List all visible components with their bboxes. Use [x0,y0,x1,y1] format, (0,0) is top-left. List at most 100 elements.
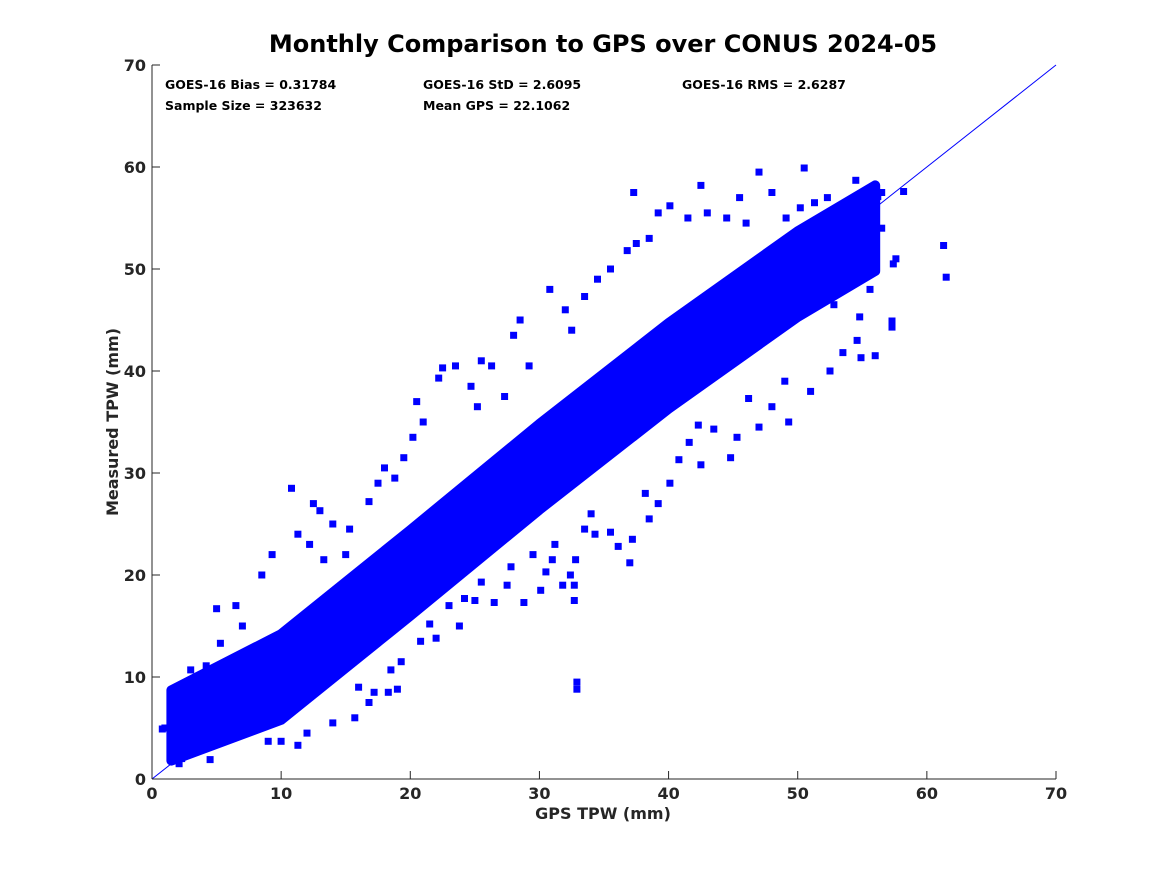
scatter-point [623,247,631,255]
chart-title: Monthly Comparison to GPS over CONUS 202… [269,30,937,58]
scatter-point [587,510,595,518]
scatter-point [888,317,896,325]
scatter-point [742,219,750,227]
scatter-point [826,367,834,375]
scatter-point [566,571,574,579]
y-tick-label: 60 [124,158,146,177]
scatter-point [488,362,496,370]
scatter-point [703,209,711,217]
x-tick-label: 20 [399,784,421,803]
scatter-point [516,316,524,324]
scatter-point [316,507,324,515]
scatter-point [216,639,224,647]
scatter-point [607,528,614,536]
scatter-density-band [166,180,881,766]
scatter-point [768,189,776,196]
scatter-point [857,354,865,362]
scatter-point [355,683,363,691]
y-tick-label: 10 [124,668,146,687]
scatter-point [409,433,417,441]
scatter-point [878,189,886,196]
scatter-point [471,597,479,604]
scatter-point [630,189,638,196]
scatter-point [654,209,662,217]
x-tick-label: 50 [787,784,809,803]
scatter-point [342,551,350,559]
scatter-point [370,688,378,696]
scatter-point [546,285,554,293]
scatter-point [591,530,599,538]
x-tick-label: 40 [657,784,679,803]
one-to-one-reference-line [151,64,1057,780]
stat-std: GOES-16 StD = 2.6095 [423,77,581,92]
scatter-point [866,285,874,293]
scatter-point [461,595,468,602]
scatter-point [736,194,744,202]
x-tick-label: 60 [916,784,938,803]
scatter-point [400,454,408,462]
scatter-point [684,214,692,222]
scatter-point [529,551,537,559]
tick-labels: 0 10 20 30 40 50 60 70 0 10 20 30 40 50 60 70 [124,56,1067,803]
scatter-point [869,199,877,207]
stat-rms: GOES-16 RMS = 2.6287 [682,77,846,92]
scatter-point [559,581,567,589]
scatter-point [823,194,831,202]
scatter-point [626,559,634,567]
scatter-point [387,666,395,674]
scatter-point [381,464,388,472]
scatter-point [258,571,266,579]
scatter-point [568,326,576,334]
scatter-point [346,525,354,533]
scatter-point [277,737,285,745]
scatter-point [351,714,359,722]
scatter-point [529,495,537,502]
scatter-point [857,239,865,246]
scatter-point [632,240,640,247]
scatter-point [507,563,515,571]
stat-bias: GOES-16 Bias = 0.31784 [165,77,336,92]
scatter-point [391,474,399,482]
scatter-point [641,489,649,497]
scatter-point [864,255,871,263]
scatter-point [477,357,485,365]
scatter-point [830,301,838,309]
scatter-density-cloud [166,180,881,766]
scatter-point [432,634,440,642]
scatter-point [570,581,578,589]
scatter-point [839,349,847,357]
scatter-point [811,199,818,207]
scatter-point [187,666,195,674]
scatter-point [551,540,559,548]
scatter-point [542,568,550,576]
scatter-point [745,395,753,402]
scatter-point [781,377,789,385]
scatter-point [213,605,221,613]
scatter-point [501,393,509,400]
scatter-point [628,535,636,543]
scatter-point [548,556,556,564]
stat-mean-gps: Mean GPS = 22.1062 [423,98,570,113]
stat-sample-size: Sample Size = 323632 [165,98,322,113]
scatter-point [445,602,453,610]
scatter-point [940,242,948,249]
scatter-point [268,551,276,559]
scatter-point [452,362,459,370]
scatter-point [856,313,864,321]
y-tick-label: 20 [124,566,146,585]
x-tick-label: 10 [270,784,292,803]
scatter-point [384,688,392,696]
x-tick-label: 30 [528,784,550,803]
x-axis-label: GPS TPW (mm) [535,804,671,823]
scatter-point [861,218,869,226]
scatter-point [439,364,447,372]
scatter-point [581,525,589,533]
scatter-point [510,331,518,339]
scatter-point [264,737,272,745]
scatter-point [158,725,166,733]
scatter-point [294,530,302,538]
y-tick-label: 30 [124,464,146,483]
scatter-point [666,479,674,487]
